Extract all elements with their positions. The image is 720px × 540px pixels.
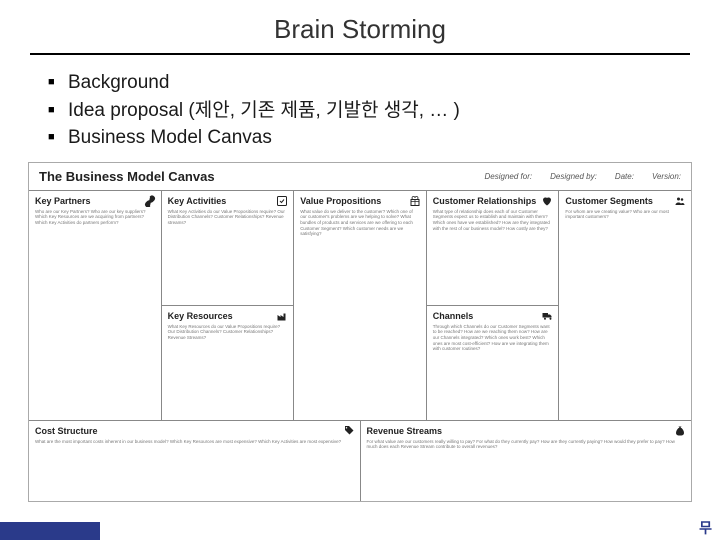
block-text: For what value are our customers really … <box>367 439 686 450</box>
block-customer-segments: Customer Segments For whom are we creati… <box>559 191 691 420</box>
link-icon <box>144 195 156 207</box>
block-cost-structure: Cost Structure What are the most importa… <box>29 421 361 501</box>
block-text: What type of relationship does each of o… <box>433 209 553 232</box>
col-customer-segments: Customer Segments For whom are we creati… <box>559 191 691 420</box>
block-text: What are the most important costs inhere… <box>35 439 354 445</box>
block-revenue-streams: Revenue Streams For what value are our c… <box>361 421 692 501</box>
block-customer-relationships: Customer Relationships What type of rela… <box>427 191 559 306</box>
canvas-header: The Business Model Canvas Designed for: … <box>29 163 691 191</box>
block-title: Channels <box>433 311 553 321</box>
block-title: Key Resources <box>168 311 288 321</box>
block-value-propositions: Value Propositions What value do we deli… <box>294 191 426 420</box>
gift-icon <box>409 195 421 207</box>
people-icon <box>674 195 686 207</box>
block-title: Customer Segments <box>565 196 685 206</box>
block-text: What Key Activities do our Value Proposi… <box>168 209 288 226</box>
canvas-top-row: Key Partners Who are our Key Partners? W… <box>29 191 691 421</box>
block-text: Through which Channels do our Customer S… <box>433 324 553 352</box>
block-text: Who are our Key Partners? Who are our ke… <box>35 209 155 226</box>
block-title: Key Partners <box>35 196 155 206</box>
block-title: Customer Relationships <box>433 196 553 206</box>
canvas-bottom-row: Cost Structure What are the most importa… <box>29 421 691 501</box>
heart-icon <box>541 195 553 207</box>
bullet-item: Background <box>48 69 680 97</box>
header-field: Version: <box>652 172 681 181</box>
canvas-title: The Business Model Canvas <box>39 169 215 184</box>
block-key-resources: Key Resources What Key Resources do our … <box>162 306 294 420</box>
block-title: Revenue Streams <box>367 426 686 436</box>
tag-icon <box>343 425 355 437</box>
header-field: Date: <box>615 172 634 181</box>
header-field: Designed for: <box>485 172 533 181</box>
footer-text: ᅟ무 <box>686 518 712 538</box>
block-text: What value do we deliver to the customer… <box>300 209 420 237</box>
block-key-activities: Key Activities What Key Activities do ou… <box>162 191 294 306</box>
bullet-item: Business Model Canvas <box>48 124 680 152</box>
block-key-partners: Key Partners Who are our Key Partners? W… <box>29 191 161 420</box>
footer-accent-bar <box>0 522 100 540</box>
truck-icon <box>541 310 553 322</box>
bullet-item: Idea proposal (제안, 기존 제품, 기발한 생각, … ) <box>48 97 680 125</box>
col-relationships-channels: Customer Relationships What type of rela… <box>427 191 560 420</box>
col-value-propositions: Value Propositions What value do we deli… <box>294 191 427 420</box>
factory-icon <box>276 310 288 322</box>
block-text: What Key Resources do our Value Proposit… <box>168 324 288 341</box>
block-channels: Channels Through which Channels do our C… <box>427 306 559 420</box>
slide-title: Brain Storming <box>0 0 720 53</box>
header-field: Designed by: <box>550 172 597 181</box>
bullet-list: Background Idea proposal (제안, 기존 제품, 기발한… <box>48 69 680 152</box>
block-text: For whom are we creating value? Who are … <box>565 209 685 220</box>
title-divider <box>30 53 690 55</box>
col-activities-resources: Key Activities What Key Activities do ou… <box>162 191 295 420</box>
block-title: Cost Structure <box>35 426 354 436</box>
block-title: Key Activities <box>168 196 288 206</box>
block-title: Value Propositions <box>300 196 420 206</box>
business-model-canvas: The Business Model Canvas Designed for: … <box>28 162 692 502</box>
col-key-partners: Key Partners Who are our Key Partners? W… <box>29 191 162 420</box>
moneybag-icon <box>674 425 686 437</box>
checkbox-icon <box>276 195 288 207</box>
